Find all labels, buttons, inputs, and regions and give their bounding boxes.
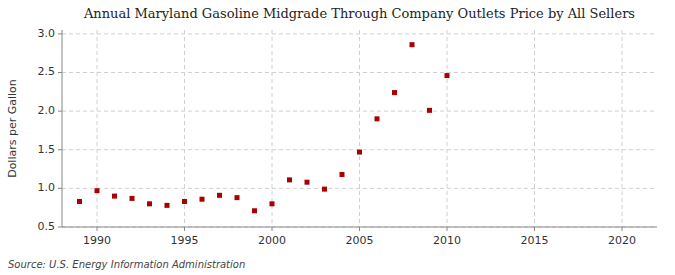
- tick-mark: [184, 227, 185, 231]
- point: [287, 177, 292, 182]
- tick-label: 2005: [346, 234, 374, 247]
- point: [235, 195, 240, 200]
- tick-label: 2.0: [38, 104, 56, 117]
- tick-label: 2015: [521, 234, 549, 247]
- tick-label: 2000: [258, 234, 286, 247]
- point: [305, 180, 310, 185]
- chart: 0.5 1.0 1.5 2.0 2.5 3.0 1990 1995 2000 2005 2010 20…: [0, 0, 675, 275]
- point: [200, 197, 205, 202]
- tick-label: 1.5: [38, 143, 56, 156]
- tick-mark: [359, 227, 360, 231]
- point: [340, 172, 345, 177]
- grid-line: [359, 30, 360, 227]
- point: [357, 150, 362, 155]
- point: [375, 116, 380, 121]
- point: [445, 73, 450, 78]
- point: [77, 199, 82, 204]
- point: [182, 199, 187, 204]
- point: [147, 201, 152, 206]
- grid: [62, 30, 657, 227]
- tick-label: 2.5: [38, 65, 56, 78]
- tick-mark: [534, 227, 535, 231]
- tick-label: 2020: [608, 234, 636, 247]
- points: [77, 42, 450, 213]
- point: [410, 42, 415, 47]
- y-axis-label: Dollars per Gallon: [6, 79, 19, 178]
- point: [130, 196, 135, 201]
- tick-mark: [447, 227, 448, 231]
- grid-line: [62, 188, 657, 189]
- point: [217, 193, 222, 198]
- y-axis-line: [62, 30, 63, 227]
- grid-line: [534, 30, 535, 227]
- grid-line: [272, 30, 273, 227]
- tick-mark: [272, 227, 273, 231]
- tick-mark: [58, 33, 62, 34]
- point: [252, 208, 257, 213]
- grid-line: [62, 227, 657, 228]
- tick-label: 0.5: [38, 220, 56, 233]
- tick-mark: [58, 149, 62, 150]
- point: [392, 90, 397, 95]
- tick-label: 2010: [433, 234, 461, 247]
- grid-line: [447, 30, 448, 227]
- tick-mark: [97, 227, 98, 231]
- source-note: Source: U.S. Energy Information Administ…: [8, 259, 245, 270]
- title: Annual Maryland Gasoline Midgrade Throug…: [83, 6, 635, 21]
- grid-line: [184, 30, 185, 227]
- tick-label: 1990: [83, 234, 111, 247]
- grid-line: [97, 30, 98, 227]
- tick-mark: [58, 72, 62, 73]
- grid-line: [622, 30, 623, 227]
- point: [165, 203, 170, 208]
- tick-mark: [58, 227, 62, 228]
- tick-mark: [58, 111, 62, 112]
- point: [322, 187, 327, 192]
- point: [112, 194, 117, 199]
- point: [427, 108, 432, 113]
- point: [270, 201, 275, 206]
- tick-mark: [58, 188, 62, 189]
- tick-label: 1.0: [38, 181, 56, 194]
- point: [95, 188, 100, 193]
- axes: 0.5 1.0 1.5 2.0 2.5 3.0 1990 1995 2000 2005 2010 20…: [38, 27, 658, 247]
- tick-label: 1995: [171, 234, 199, 247]
- tick-label: 3.0: [38, 27, 56, 40]
- x-axis-line: [62, 227, 657, 228]
- tick-mark: [622, 227, 623, 231]
